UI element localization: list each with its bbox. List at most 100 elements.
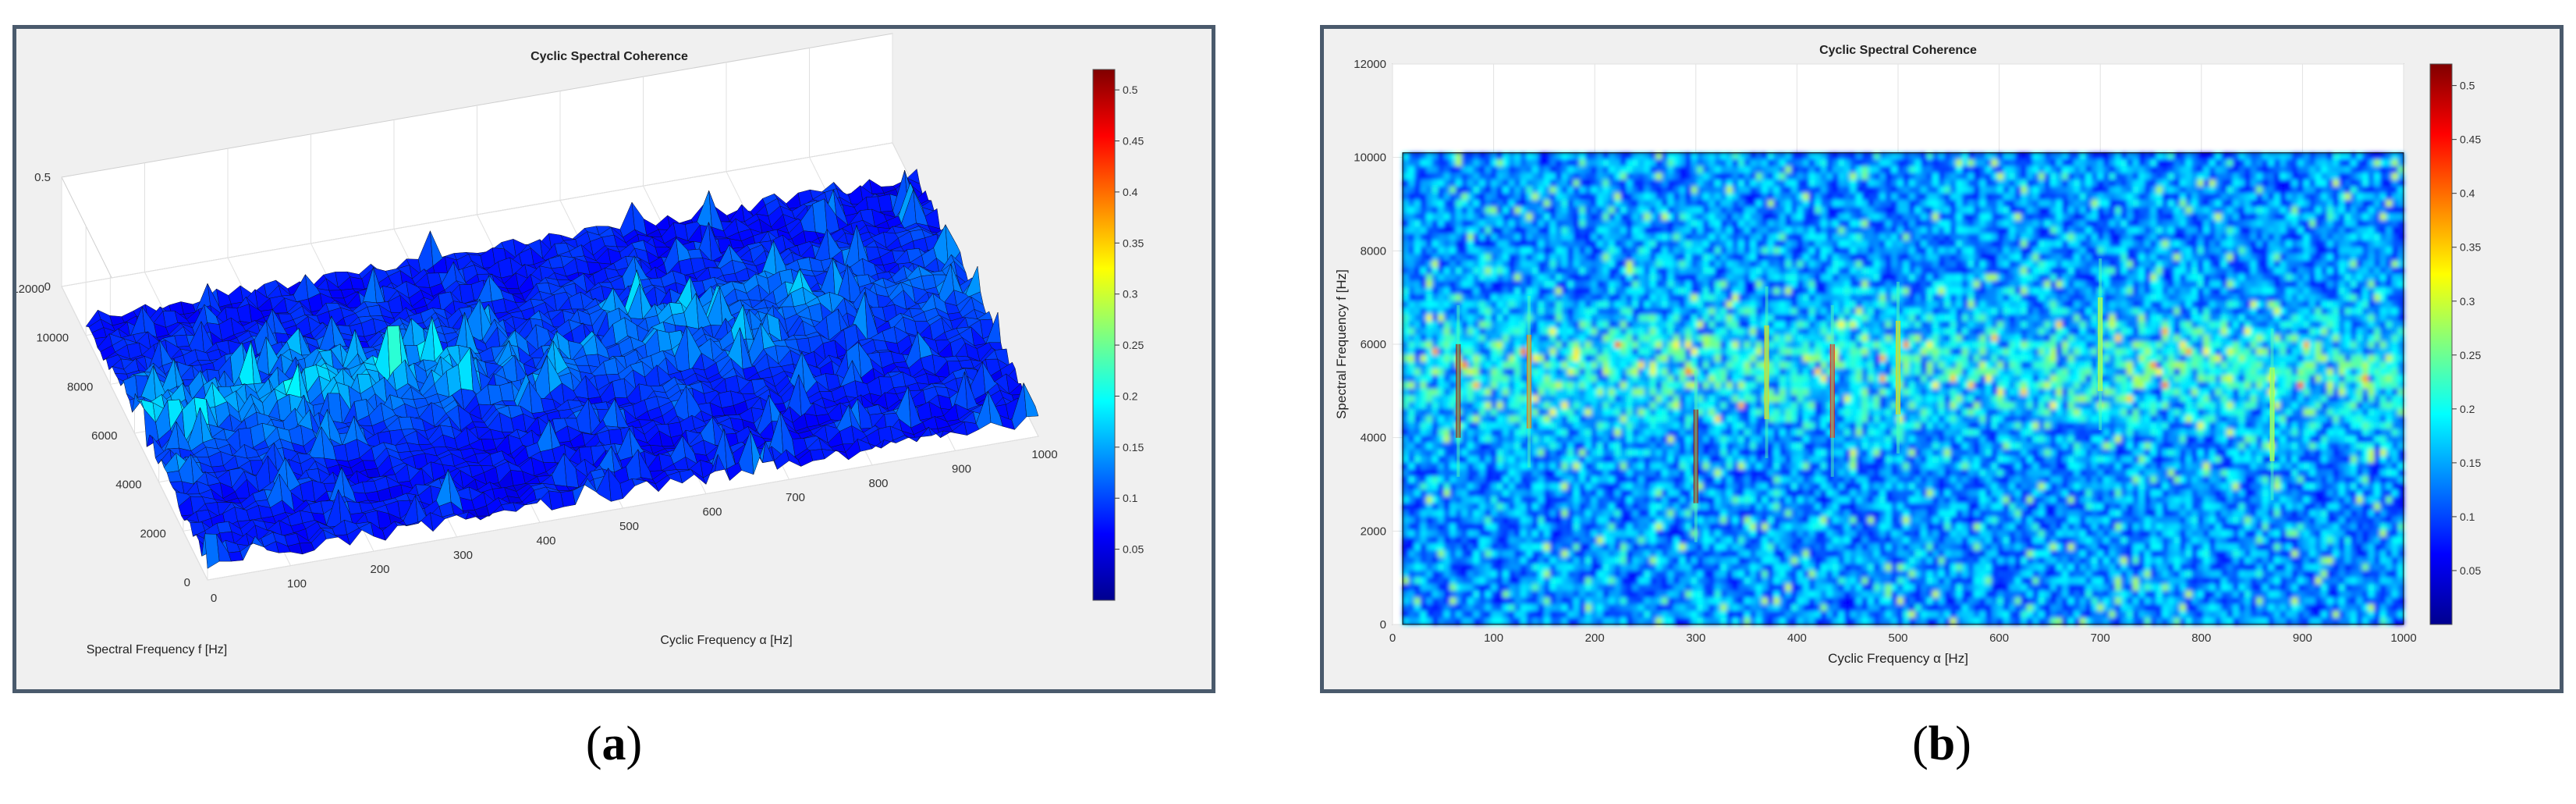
heatmap-cell [2280, 180, 2287, 187]
heatmap-cell [1797, 200, 1804, 208]
heatmap-cell [1673, 159, 1680, 167]
heatmap-cell [1508, 206, 1515, 214]
heatmap-cell [1602, 206, 1609, 214]
heatmap-cell [2250, 173, 2257, 180]
heatmap-cell [2379, 193, 2386, 201]
heatmap-cell [1791, 220, 1798, 228]
heatmap-cell [2351, 206, 2358, 214]
heatmap-cell [1544, 159, 1551, 167]
heatmap-cell [1967, 200, 1975, 208]
heatmap-cell [1820, 165, 1827, 174]
heatmap-cell [1520, 200, 1528, 208]
heatmap-cell [2221, 213, 2228, 221]
heatmap-cell [1879, 226, 1886, 234]
heatmap-cell [1815, 226, 1822, 234]
heatmap-cell [2227, 200, 2234, 208]
heatmap-cell [1685, 159, 1692, 167]
y-tick-label: 10000 [36, 332, 69, 345]
heatmap-cell [2256, 193, 2263, 201]
heatmap-cell [1614, 159, 1621, 167]
heatmap-cell [2009, 186, 2016, 194]
heatmap-cell [2144, 206, 2152, 214]
heatmap-cell [1655, 200, 1662, 208]
heatmap-cell [2120, 213, 2127, 221]
heatmap-cell [2273, 193, 2281, 201]
heatmap-cell [1785, 220, 1792, 228]
heatmap-cell [1514, 173, 1521, 180]
heatmap-cell [1850, 159, 1857, 167]
heatmap-cell [1738, 152, 1745, 160]
heatmap-cell [1879, 193, 1886, 201]
heatmap-cell [2003, 165, 2010, 174]
heatmap-cell [1443, 186, 1450, 194]
heatmap-cell [1856, 200, 1863, 208]
heatmap-cell [2280, 200, 2287, 208]
heatmap-cell [2244, 193, 2251, 201]
heatmap-cell [2303, 213, 2310, 221]
heatmap-cell [1909, 165, 1916, 174]
heatmap-cell [2321, 200, 2328, 208]
heatmap-cell [2362, 165, 2369, 174]
heatmap-cell [1938, 152, 1945, 160]
heatmap-cell [2103, 220, 2110, 228]
heatmap-cell [2109, 180, 2116, 187]
heatmap-cell [2003, 186, 2010, 194]
heatmap-cell [2215, 200, 2222, 208]
heatmap-cell [1903, 173, 1910, 180]
heatmap-cell [1820, 193, 1827, 201]
heatmap-cell [1697, 220, 1704, 228]
heatmap-cell [1785, 213, 1792, 221]
heatmap-cell [1667, 165, 1674, 174]
heatmap-cell [1861, 180, 1868, 187]
heatmap-cell [2009, 220, 2016, 228]
heatmap-cell [1508, 159, 1515, 167]
heatmap-cell [2103, 193, 2110, 201]
heatmap-cell [2127, 206, 2134, 214]
heatmap-cell [1885, 206, 1892, 214]
heatmap-cell [2321, 213, 2328, 221]
heatmap-cell [2003, 159, 2010, 167]
heatmap-cell [2173, 180, 2180, 187]
heatmap-cell [1873, 173, 1880, 180]
heatmap-cell [1467, 152, 1474, 160]
heatmap-cell [2085, 165, 2092, 174]
heatmap-cell [1491, 173, 1498, 180]
heatmap-cell [1767, 213, 1775, 221]
heatmap-cell [1755, 173, 1762, 180]
heatmap-cell [1891, 193, 1898, 201]
heatmap-cell [2233, 206, 2240, 214]
heatmap-cell [2156, 180, 2163, 187]
heatmap-cell [2180, 213, 2187, 221]
heatmap-cell [1979, 200, 1986, 208]
heatmap-cell [2173, 206, 2180, 214]
heatmap-cell [2079, 206, 2087, 214]
heatmap-cell [1644, 152, 1651, 160]
heatmap-cell [2215, 152, 2222, 160]
heatmap-cell [1473, 193, 1480, 201]
heatmap-cell [1967, 193, 1975, 201]
heatmap-cell [1815, 173, 1822, 180]
heatmap-cell [2238, 200, 2245, 208]
heatmap-cell [2132, 206, 2139, 214]
heatmap-cell [2262, 180, 2269, 187]
heatmap-cell [2109, 206, 2116, 214]
heatmap-cell [1755, 220, 1762, 228]
heatmap-cell [1626, 152, 1633, 160]
heatmap-cell [1520, 180, 1528, 187]
heatmap-cell [1914, 165, 1921, 174]
heatmap-cell [2386, 213, 2393, 221]
heatmap-cell [2185, 200, 2192, 208]
heatmap-cell [1702, 193, 1710, 201]
heatmap-cell [1479, 200, 1486, 208]
heatmap-cell [1584, 173, 1592, 180]
heatmap-cell [2115, 213, 2122, 221]
heatmap-cell [1755, 165, 1762, 174]
heatmap-cell [1767, 193, 1775, 201]
heatmap-cell [1567, 200, 1574, 208]
heatmap-cell [1662, 180, 1669, 187]
heatmap-cell [1632, 226, 1639, 234]
heatmap-cell [2191, 186, 2198, 194]
heatmap-cell [1938, 186, 1945, 194]
heatmap-cell [2074, 186, 2081, 194]
heatmap-cell [2180, 200, 2187, 208]
